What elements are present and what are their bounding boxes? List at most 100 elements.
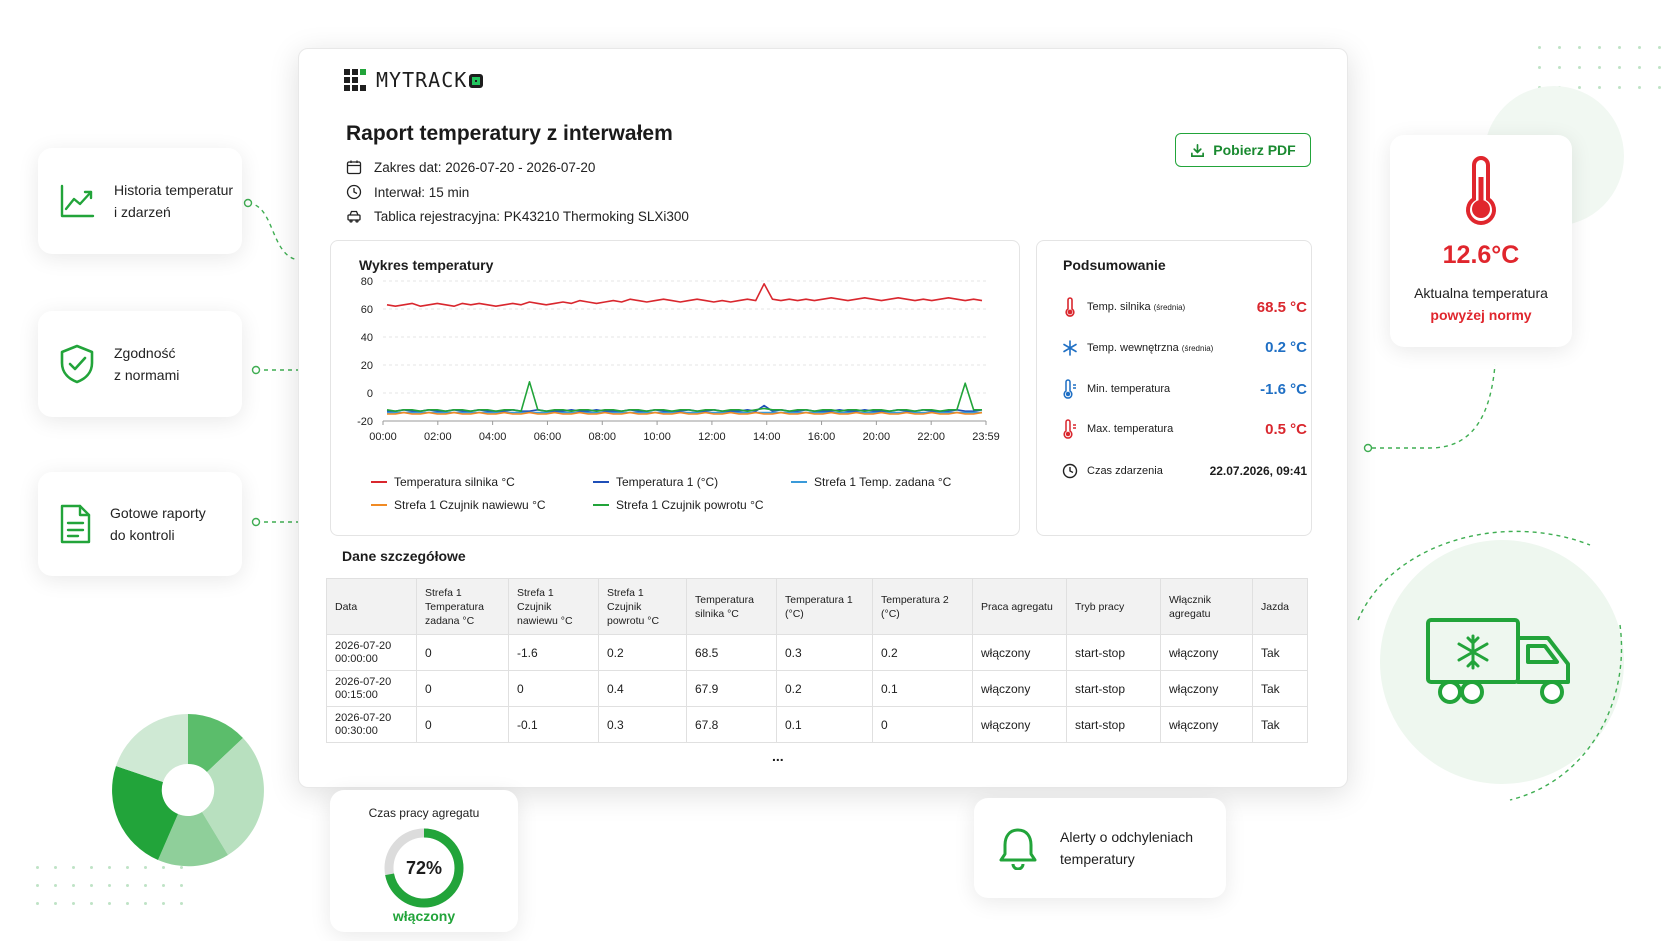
decorative-dot bbox=[90, 866, 93, 869]
download-pdf-label: Pobierz PDF bbox=[1213, 142, 1296, 158]
table-cell: 2026-07-20 00:15:00 bbox=[326, 670, 417, 707]
legend-swatch bbox=[371, 504, 387, 506]
table-cell: 0.3 bbox=[598, 706, 687, 743]
x-tick-label: 00:00 bbox=[369, 431, 397, 443]
decorative-dot bbox=[1638, 86, 1641, 89]
decorative-dot bbox=[1578, 86, 1581, 89]
decorative-dot bbox=[126, 866, 129, 869]
summary-label: Max. temperatura bbox=[1087, 423, 1174, 435]
summary-value: 0.5 °C bbox=[1265, 420, 1307, 438]
logo-wordmark: MYTRACK bbox=[376, 68, 468, 92]
decorative-dot bbox=[1618, 86, 1621, 89]
decorative-dot bbox=[1538, 66, 1541, 69]
table-cell: 2026-07-20 00:00:00 bbox=[326, 634, 417, 671]
download-pdf-button[interactable]: Pobierz PDF bbox=[1175, 133, 1311, 167]
decorative-dot bbox=[180, 884, 183, 887]
column-header: Strefa 1 Czujnik powrotu °C bbox=[598, 578, 687, 635]
trend-chart-icon bbox=[60, 184, 95, 218]
logo-o-mark bbox=[469, 74, 484, 88]
current-temperature-label: Aktualna temperatura bbox=[1414, 285, 1548, 301]
summary-inner-temp: Temp. wewnętrzna (średnia) 0.2 °C bbox=[1057, 339, 1307, 356]
y-tick-label: 0 bbox=[367, 388, 373, 400]
y-tick-label: 80 bbox=[361, 276, 373, 288]
legend-setpoint: Strefa 1 Temp. zadana °C bbox=[791, 475, 951, 489]
decorative-dot bbox=[1618, 66, 1621, 69]
decorative-dot bbox=[36, 902, 39, 905]
table-cell: Tak bbox=[1252, 706, 1308, 743]
table-cell: 0.2 bbox=[598, 634, 687, 671]
summary-panel: Podsumowanie Temp. silnika (średnia) 68.… bbox=[1036, 240, 1312, 536]
gauge-fill-arc bbox=[384, 828, 464, 908]
decorative-dot bbox=[72, 902, 75, 905]
summary-label: Temp. wewnętrzna (średnia) bbox=[1083, 342, 1265, 354]
temperature-chart: 80 60 40 20 0 -20 00:00 02:00 04:00 06:00 08:00 10:… bbox=[357, 276, 1000, 443]
table-cell: 0.2 bbox=[872, 634, 973, 671]
table-cell: -0.1 bbox=[508, 706, 599, 743]
legend-label: Temperatura silnika °C bbox=[394, 475, 515, 489]
summary-label: Czas zdarzenia bbox=[1087, 465, 1163, 477]
feature-label-line1: Gotowe raporty bbox=[110, 505, 206, 521]
decorative-dot bbox=[1558, 46, 1561, 49]
legend-label: Strefa 1 Czujnik nawiewu °C bbox=[394, 498, 546, 512]
decorative-dot bbox=[1658, 46, 1661, 49]
feature-label-line2: do kontroli bbox=[110, 527, 175, 543]
decorative-dot bbox=[72, 866, 75, 869]
thermometer-high-icon bbox=[1057, 419, 1083, 439]
x-tick-label: 08:00 bbox=[589, 431, 617, 443]
table-cell: 2026-07-20 00:30:00 bbox=[326, 706, 417, 743]
table-cell: Tak bbox=[1252, 634, 1308, 671]
table-cell: włączony bbox=[1160, 634, 1253, 671]
legend-swatch bbox=[371, 481, 387, 483]
table-cell: włączony bbox=[972, 670, 1067, 707]
table-cell: -1.6 bbox=[508, 634, 599, 671]
x-tick-label: 14:00 bbox=[753, 431, 781, 443]
table-cell: włączony bbox=[1160, 670, 1253, 707]
decorative-dot bbox=[72, 884, 75, 887]
legend-swatch bbox=[791, 481, 807, 483]
gauge-percent-label: 72% bbox=[406, 858, 442, 878]
table-cell: włączony bbox=[972, 634, 1067, 671]
table-row: 2026-07-20 00:00:00 0 -1.6 0.2 68.5 0.3 … bbox=[326, 634, 1308, 671]
feature-label-line1: Historia temperatur bbox=[114, 182, 234, 198]
logo-mark bbox=[344, 69, 366, 91]
decorative-dot bbox=[54, 884, 57, 887]
table-cell: start-stop bbox=[1066, 634, 1161, 671]
summary-title: Podsumowanie bbox=[1063, 257, 1166, 273]
table-cell: 0.1 bbox=[776, 706, 873, 743]
x-tick-label: 23:59 bbox=[972, 431, 1000, 443]
table-cell: 0.1 bbox=[872, 670, 973, 707]
interval-row: Interwał: 15 min bbox=[346, 184, 469, 200]
date-range-row: Zakres dat: 2026-07-20 - 2026-07-20 bbox=[346, 159, 595, 175]
chart-title: Wykres temperatury bbox=[359, 257, 494, 273]
x-tick-label: 20:00 bbox=[863, 431, 891, 443]
table-cell: 0.4 bbox=[598, 670, 687, 707]
current-temperature-value: 12.6°C bbox=[1442, 241, 1520, 269]
decorative-dot bbox=[108, 902, 111, 905]
summary-label: Temp. silnika (średnia) bbox=[1083, 301, 1257, 313]
decorative-dot bbox=[144, 884, 147, 887]
column-header: Temperatura silnika °C bbox=[686, 578, 777, 635]
table-row: 2026-07-20 00:15:00 0 0 0.4 67.9 0.2 0.1… bbox=[326, 670, 1308, 707]
decorative-dot bbox=[108, 866, 111, 869]
summary-note: (średnia) bbox=[1181, 343, 1214, 353]
x-tick-label: 12:00 bbox=[698, 431, 726, 443]
details-title: Dane szczegółowe bbox=[342, 548, 466, 564]
table-cell: 0 bbox=[508, 670, 599, 707]
decorative-dot bbox=[126, 902, 129, 905]
alert-card: Alerty o odchyleniach temperatury bbox=[974, 798, 1226, 898]
decorative-dot bbox=[90, 902, 93, 905]
alert-label-line2: temperatury bbox=[1060, 851, 1135, 867]
feature-label-line1: Zgodność bbox=[114, 345, 176, 361]
summary-label: Min. temperatura bbox=[1087, 383, 1171, 395]
feature-card-compliance: Zgodność z normami bbox=[38, 311, 242, 417]
x-tick-label: 22:00 bbox=[917, 431, 945, 443]
feature-card-reports: Gotowe raporty do kontroli bbox=[38, 472, 242, 576]
gauge-title: Czas pracy agregatu bbox=[368, 806, 480, 820]
plate-row: Tablica rejestracyjna: PK43210 Thermokin… bbox=[346, 208, 689, 224]
runtime-gauge: 72% bbox=[384, 828, 464, 908]
column-header: Temperatura 1 (°C) bbox=[776, 578, 873, 635]
decorative-dot bbox=[90, 884, 93, 887]
column-header: Włącznik agregatu bbox=[1160, 578, 1253, 635]
x-tick-label: 06:00 bbox=[534, 431, 562, 443]
decorative-dot bbox=[1558, 66, 1561, 69]
